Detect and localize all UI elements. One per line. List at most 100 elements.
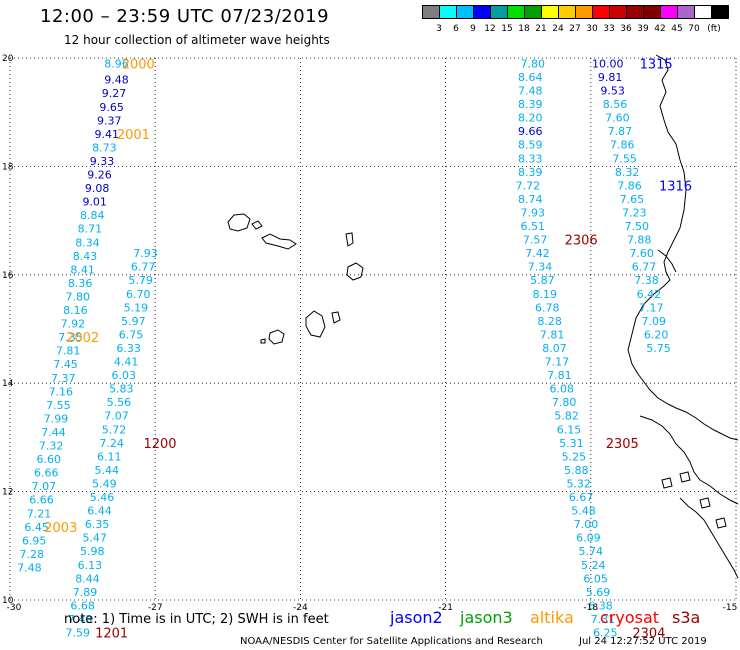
swh-value: 8.64: [518, 71, 543, 84]
time-label: 2002: [66, 331, 99, 346]
colorbar-label: 27: [569, 24, 581, 34]
swh-value: 7.45: [53, 358, 78, 371]
swh-value: 7.23: [622, 206, 647, 219]
swh-value: 5.56: [107, 396, 132, 409]
swh-value: 7.16: [49, 385, 74, 398]
observations: 8.96 9.489.279.659.379.418.739.339.269.08…: [17, 57, 692, 641]
legend-altika: altika: [530, 608, 574, 627]
time-label: 2306: [565, 234, 598, 249]
banc-arguin-inlet: [657, 249, 677, 273]
colorbar-label: 21: [535, 24, 547, 34]
swh-value: 8.19: [533, 288, 558, 301]
swh-value: 7.55: [46, 399, 71, 412]
swh-value: 6.15: [557, 423, 582, 436]
swh-value: 5.75: [646, 342, 671, 355]
island-santiago: [305, 310, 326, 338]
swh-value: 5.98: [80, 545, 105, 558]
colorbar-label: 3: [436, 24, 442, 34]
swh-value: 6.75: [119, 328, 144, 341]
swh-value: 7.28: [20, 548, 45, 561]
island-sao-nicolau: [261, 233, 297, 250]
swh-value: 6.35: [85, 518, 110, 531]
swh-value: 6.44: [87, 505, 112, 518]
swh-value: 7.93: [133, 247, 158, 260]
swh-value: 6.77: [632, 261, 657, 274]
swh-value: 8.59: [518, 139, 543, 152]
swh-value: 8.33: [518, 152, 543, 165]
swh-value: 5.74: [579, 545, 604, 558]
island-santo-antao: [227, 213, 251, 232]
swh-value: 7.42: [525, 247, 550, 260]
swh-value: 5.83: [109, 383, 134, 396]
swh-value: 7.44: [41, 426, 66, 439]
swh-value: 7.81: [547, 369, 572, 382]
swh-value: 5.19: [124, 301, 149, 314]
swh-value: 5.72: [102, 423, 127, 436]
x-tick-label: -24: [293, 603, 308, 613]
track-s3a: 7.808.647.488.398.209.668.598.338.397.72…: [516, 57, 666, 641]
units-note: note: 1) Time is in UTC; 2) SWH is in fe…: [64, 612, 329, 627]
swh-value: 8.34: [75, 236, 100, 249]
bijagos-island-c: [699, 497, 711, 509]
swh-value: 6.33: [116, 342, 141, 355]
swh-value: 4.41: [114, 356, 139, 369]
colorbar-label: 9: [470, 24, 476, 34]
swh-value: 5.31: [559, 437, 584, 450]
island-sao-vicente: [251, 220, 263, 230]
swh-value: 5.88: [564, 464, 589, 477]
swh-value: 5.82: [554, 410, 579, 423]
bijagos-island-b: [679, 471, 691, 483]
time-label: 2001: [117, 128, 150, 143]
island-fogo: [268, 329, 285, 345]
colorbar-label: 42: [654, 24, 666, 34]
swh-value: 7.60: [605, 112, 630, 125]
swh-value: 6.08: [550, 383, 575, 396]
swh-value: 5.32: [566, 477, 591, 490]
time-label: 1201: [95, 627, 128, 642]
swh-value: 7.37: [51, 372, 76, 385]
swh-value: 9.48: [104, 74, 129, 87]
coastline: [227, 54, 739, 579]
legend-jason3: jason3: [460, 608, 513, 627]
swh-value: 9.27: [102, 87, 127, 100]
swh-value: 7.50: [625, 220, 650, 233]
swh-value: 6.38: [588, 599, 613, 612]
swh-value: 7.35: [58, 331, 83, 344]
swh-value: 5.69: [586, 586, 611, 599]
y-tick-label: 20: [2, 54, 14, 64]
swh-value: 8.73: [92, 141, 117, 154]
swh-value: 7.87: [608, 125, 633, 138]
swh-value: 8.20: [518, 112, 543, 125]
generation-timestamp: Jul 24 12:27:52 UTC 2019: [579, 636, 707, 647]
swh-value: 6.20: [644, 328, 669, 341]
colorbar-label: 18: [518, 24, 530, 34]
swh-value: 7.89: [73, 586, 98, 599]
swh-value: 7.88: [627, 234, 652, 247]
swh-value: 6.70: [126, 288, 151, 301]
island-boa-vista: [346, 262, 364, 281]
swh-value: 6.60: [36, 453, 61, 466]
swh-value: 5.97: [121, 315, 146, 328]
swh-value: 6.78: [535, 301, 560, 314]
swh-value: 6.11: [97, 450, 122, 463]
swh-value: 7.81: [540, 328, 565, 341]
swh-value: 5.47: [82, 532, 107, 545]
swh-value: 7.81: [56, 345, 81, 358]
swh-value: 8.07: [542, 342, 567, 355]
swh-value: 7.55: [612, 152, 637, 165]
colorbar-label: 24: [552, 24, 564, 34]
swh-value: 8.39: [518, 98, 543, 111]
swh-value: 9.53: [600, 85, 625, 98]
swh-value: 6.45: [24, 521, 49, 534]
swh-value: 5.46: [90, 491, 115, 504]
swh-value: 7.80: [66, 290, 91, 303]
swh-value: 7.48: [17, 561, 42, 574]
swh-value: 8.96: [104, 57, 129, 70]
swh-value: 5.49: [92, 477, 117, 490]
swh-value: 7.86: [617, 179, 642, 192]
swh-value: 8.39: [518, 166, 543, 179]
swh-value: 8.16: [63, 304, 88, 317]
x-tick-label: -30: [7, 603, 22, 613]
track-s3a: 7.936.775.796.705.195.976.756.334.416.03…: [66, 247, 177, 641]
